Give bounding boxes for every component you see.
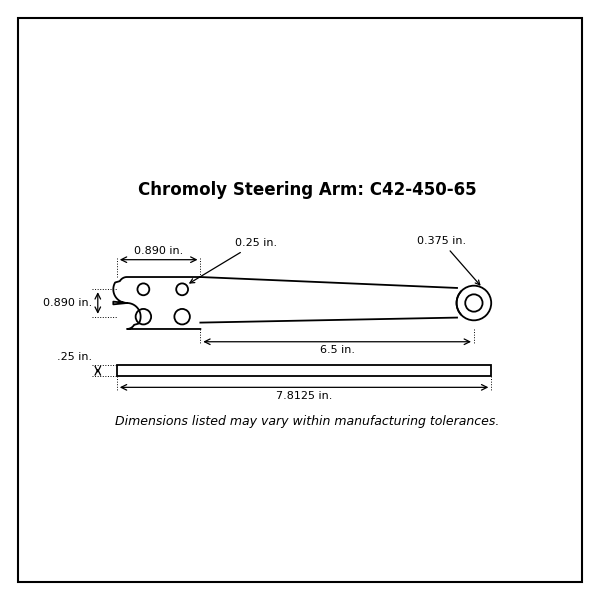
Text: 7.8125 in.: 7.8125 in. [276,391,332,401]
Text: Chromoly Steering Arm: C42-450-65: Chromoly Steering Arm: C42-450-65 [138,181,477,199]
Text: 0.890 in.: 0.890 in. [134,247,183,257]
Text: .25 in.: .25 in. [57,352,92,362]
Bar [117,365,491,376]
Text: 6.5 in.: 6.5 in. [320,345,355,355]
Text: 0.375 in.: 0.375 in. [417,236,480,285]
Text: 0.890 in.: 0.890 in. [43,298,92,308]
Text: 0.25 in.: 0.25 in. [190,238,277,283]
Text: Dimensions listed may vary within manufacturing tolerances.: Dimensions listed may vary within manufa… [115,415,500,428]
